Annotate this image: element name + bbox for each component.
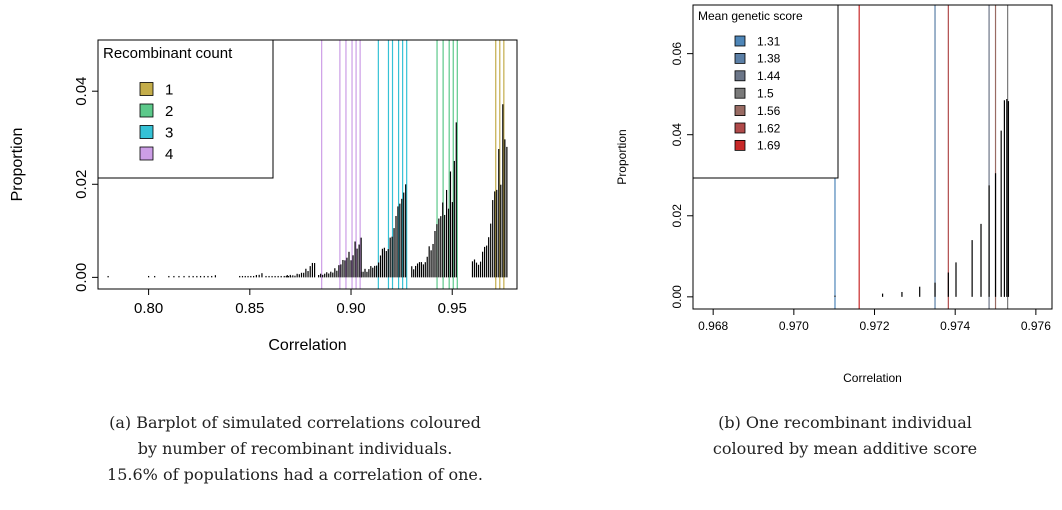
y-axis-title-b: Proportion [615, 129, 629, 184]
caption-a-line-2: by number of recombinant individuals. [137, 439, 453, 458]
legend-label-b-6: 1.69 [757, 139, 781, 153]
x-axis-title-b: Correlation [843, 371, 902, 385]
x-tick-label-b-4: 0.976 [1021, 319, 1051, 333]
y-tick-label-b-3: 0.06 [670, 42, 684, 66]
x-tick-label-a-2: 0.90 [336, 300, 365, 317]
legend-label-b-1: 1.38 [757, 52, 781, 66]
legend-swatch-b-1 [734, 53, 746, 64]
caption-a-line-3: 15.6% of populations had a correlation o… [107, 465, 483, 484]
x-tick-label-b-1: 0.970 [779, 319, 809, 333]
y-tick-label-a-0: 0.00 [73, 263, 90, 292]
figure-b: 0.968 0.970 0.972 0.974 0.976 Correlation 0.00… [590, 0, 1062, 400]
caption-b-line-1: (b) One recombinant individual [718, 413, 972, 432]
y-axis-title-a: Proportion [9, 128, 26, 202]
y-tick-label-a-2: 0.04 [73, 77, 90, 106]
chart-a: 0.80 0.85 0.90 0.95 Correlation 0.00 0.02 0.04 P… [9, 39, 518, 354]
legend-label-b-0: 1.31 [757, 34, 781, 48]
legend-swatch-a-2 [139, 125, 154, 139]
x-tick-label-a-3: 0.95 [438, 300, 467, 317]
x-axis-title-a: Correlation [268, 337, 346, 354]
legend-box-a [97, 39, 274, 179]
x-tick-label-a-1: 0.85 [235, 300, 264, 317]
y-tick-label-b-2: 0.04 [670, 123, 684, 147]
x-tick-label-b-2: 0.972 [860, 319, 890, 333]
legend-swatch-a-0 [139, 82, 154, 96]
chart-b: 0.968 0.970 0.972 0.974 0.976 Correlation 0.00… [615, 4, 1053, 385]
legend-swatch-b-3 [734, 87, 746, 99]
legend-label-b-2: 1.44 [757, 69, 781, 83]
y-tick-label-b-0: 0.00 [670, 285, 684, 309]
legend-label-b-4: 1.56 [757, 104, 781, 118]
y-tick-label-a-1: 0.02 [73, 170, 90, 199]
legend-swatch-b-4 [734, 105, 746, 116]
legend-label-a-2: 3 [165, 124, 173, 141]
y-tick-label-b-1: 0.02 [670, 204, 684, 228]
legend-swatch-b-5 [734, 122, 746, 134]
figure-a: 0.80 0.85 0.90 0.95 Correlation 0.00 0.02 0.04 P… [0, 0, 560, 400]
legend-swatch-b-0 [734, 35, 746, 47]
legend-label-a-3: 4 [165, 146, 173, 163]
legend-swatch-b-6 [734, 139, 746, 151]
legend-label-b-3: 1.5 [757, 87, 774, 101]
legend-label-b-5: 1.62 [757, 121, 781, 135]
legend-swatch-a-3 [139, 146, 154, 161]
caption-a-line-1: (a) Barplot of simulated correlations co… [109, 413, 481, 432]
legend-title-a: Recombinant count [103, 45, 233, 62]
x-tick-label-a-0: 0.80 [134, 300, 163, 317]
x-tick-label-b-3: 0.974 [940, 319, 970, 333]
legend-swatch-a-1 [139, 103, 154, 118]
legend-swatch-b-2 [734, 70, 746, 82]
caption-b: (b) One recombinant individual coloured … [680, 410, 1010, 462]
caption-b-line-2: coloured by mean additive score [712, 439, 978, 458]
caption-a: (a) Barplot of simulated correlations co… [60, 410, 530, 488]
legend-box-b [692, 4, 839, 179]
legend-label-a-1: 2 [165, 103, 173, 120]
legend-label-a-0: 1 [165, 81, 173, 98]
legend-title-b: Mean genetic score [698, 9, 803, 23]
x-tick-label-b-0: 0.968 [698, 319, 728, 333]
